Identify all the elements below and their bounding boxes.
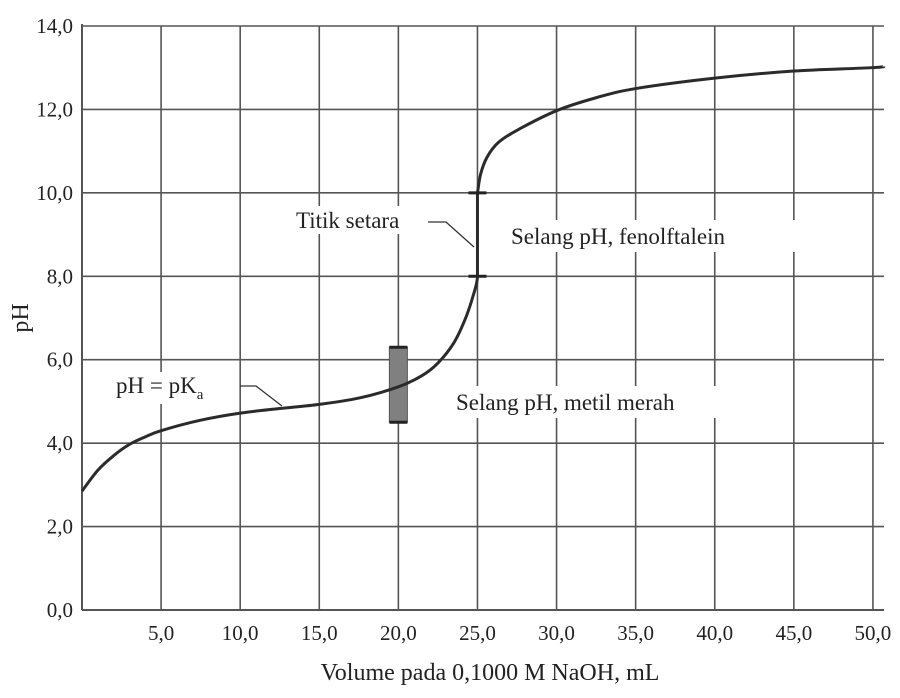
annotations: Titik setara Selang pH, fenolftalein Sel… xyxy=(8,206,806,686)
x-tick-label: 35,0 xyxy=(617,621,654,645)
axes: 5,0 10,0 15,0 20,0 25,0 30,0 35,0 40,0 45,0 50,0 0… xyxy=(36,14,891,645)
y-tick-label: 14,0 xyxy=(36,14,73,38)
equivalence-leader-line xyxy=(428,221,475,248)
y-tick-label: 10,0 xyxy=(36,181,73,205)
y-tick-label: 4,0 xyxy=(47,431,73,455)
y-tick-label: 2,0 xyxy=(47,515,73,539)
y-axis-title: pH xyxy=(8,303,34,332)
marks xyxy=(80,64,886,493)
x-tick-label: 40,0 xyxy=(696,621,733,645)
pka-label: pH = pKa xyxy=(116,373,204,403)
phenolphthalein-label: Selang pH, fenolftalein xyxy=(511,224,725,249)
pka-label-sub: a xyxy=(197,387,204,403)
x-tick-label: 5,0 xyxy=(148,621,174,645)
x-tick-label: 25,0 xyxy=(459,621,496,645)
y-tick-label: 12,0 xyxy=(36,97,73,121)
x-axis-title: Volume pada 0,1000 M NaOH, mL xyxy=(321,660,660,686)
x-tick-label: 10,0 xyxy=(222,621,259,645)
pka-leader-line xyxy=(240,385,283,407)
y-tick-label: 8,0 xyxy=(47,264,73,288)
x-tick-label: 30,0 xyxy=(538,621,575,645)
x-tick-label: 15,0 xyxy=(301,621,338,645)
y-tick-label: 6,0 xyxy=(47,348,73,372)
y-tick-label: 0,0 xyxy=(47,598,73,622)
pka-label-main: pH = pK xyxy=(116,373,197,398)
titration-curve xyxy=(80,64,886,493)
x-tick-label: 50,0 xyxy=(855,621,892,645)
grid xyxy=(82,25,884,610)
x-tick-label: 20,0 xyxy=(380,621,417,645)
equivalence-label: Titik setara xyxy=(296,208,399,233)
x-tick-label: 45,0 xyxy=(775,621,812,645)
methyl-red-label: Selang pH, metil merah xyxy=(456,390,675,415)
